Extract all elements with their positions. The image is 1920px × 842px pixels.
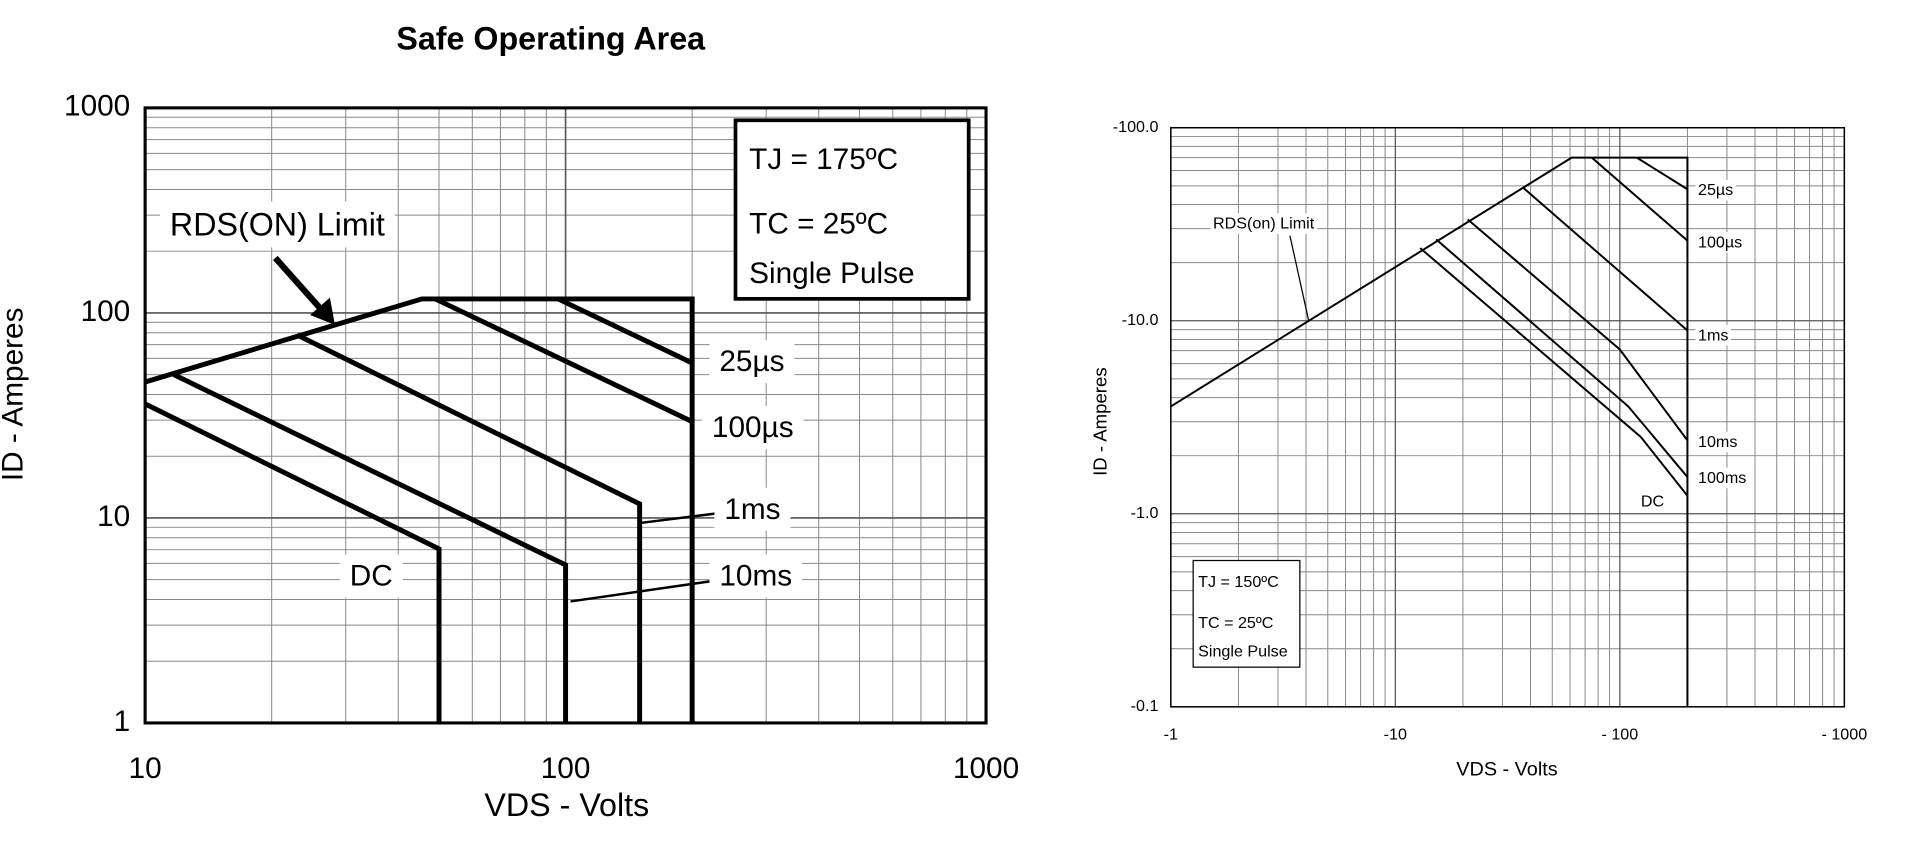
series-label: 100µs — [1698, 233, 1742, 251]
series-line — [434, 296, 694, 424]
annotation: TC = 25ºC — [749, 208, 888, 241]
series-line — [1522, 186, 1689, 332]
y-tick-label: 100 — [81, 295, 131, 328]
chart: 10 100 1000 1 10 100 1000 Safe Operating Area VD… — [0, 20, 1019, 822]
series-line — [1591, 156, 1689, 242]
label-background — [709, 340, 795, 384]
series-label: 25µs — [719, 345, 784, 378]
x-tick-label: 10 — [129, 752, 162, 785]
leader-line — [637, 512, 718, 525]
label-background — [1695, 325, 1731, 346]
series-line — [1170, 156, 1689, 707]
label-background — [714, 487, 791, 531]
leader-line — [570, 579, 718, 603]
annotation: TC = 25ºC — [1198, 614, 1274, 632]
series-line — [1636, 156, 1688, 191]
x-axis-label: VDS - Volts — [484, 787, 649, 823]
arrow-line — [273, 255, 328, 316]
y-tick-label: 1000 — [64, 90, 130, 123]
series-label: DC — [350, 560, 393, 593]
label-background — [1695, 431, 1740, 453]
label-background — [1695, 179, 1736, 201]
y-tick-label: -100.0 — [1113, 118, 1159, 136]
label-background — [1638, 491, 1668, 512]
series-label: 100ms — [1698, 469, 1746, 487]
label-background — [1210, 213, 1318, 234]
series-line — [1435, 238, 1689, 478]
chart-title: Safe Operating Area — [396, 20, 706, 56]
label-background — [160, 201, 395, 248]
series-line — [144, 296, 695, 723]
y-tick-label: -0.1 — [1131, 697, 1159, 715]
x-tick-label: - 100 — [1601, 726, 1638, 744]
label-background — [1695, 467, 1749, 489]
annotation: TJ = 175ºC — [749, 143, 898, 176]
y-tick-label: -1.0 — [1131, 504, 1159, 522]
series-label: 1ms — [724, 493, 780, 526]
annotation: Single Pulse — [749, 257, 914, 290]
annotation-box — [1192, 559, 1301, 668]
x-tick-label: - 1000 — [1821, 726, 1867, 744]
y-tick-label: 10 — [97, 500, 130, 533]
leader-line — [1289, 235, 1310, 321]
annotation: TJ = 150ºC — [1198, 573, 1279, 591]
arrow-head — [310, 297, 335, 325]
x-tick-label: 1000 — [953, 752, 1019, 785]
series-label: RDS(on) Limit — [1213, 215, 1315, 233]
series-label: RDS(ON) Limit — [170, 206, 385, 242]
series-line — [144, 401, 442, 723]
series-label: 1ms — [1698, 326, 1728, 344]
plot-frame — [1170, 126, 1846, 708]
x-tick-label: 100 — [541, 752, 591, 785]
x-tick-label: -1 — [1164, 726, 1178, 744]
label-background — [1695, 232, 1745, 253]
series-line — [557, 296, 694, 366]
series-line — [296, 332, 643, 723]
series-line — [1467, 218, 1689, 441]
y-tick-label: -10.0 — [1122, 311, 1159, 329]
annotation-box — [733, 118, 971, 301]
x-axis-label: VDS - Volts — [1456, 758, 1557, 780]
label-background — [702, 405, 804, 449]
y-axis-label: ID - Amperes — [1089, 367, 1110, 475]
y-axis-label: ID - Amperes — [0, 308, 30, 482]
label-background — [339, 554, 403, 598]
series-line — [172, 372, 569, 723]
series-label: 10ms — [719, 560, 792, 593]
series-label: 100µs — [712, 411, 794, 444]
series-label: 10ms — [1698, 433, 1737, 451]
series-label: 25µs — [1698, 181, 1733, 199]
label-background — [709, 554, 803, 598]
series-label: DC — [1641, 492, 1665, 510]
annotation: Single Pulse — [1198, 643, 1288, 661]
y-tick-label: 1 — [114, 705, 131, 738]
chart: -1 -10 - 100 - 1000 -0.1 -1.0 -10.0 -100.0 VDS -… — [1089, 118, 1867, 780]
x-tick-label: -10 — [1384, 726, 1407, 744]
series-line — [1419, 247, 1689, 497]
